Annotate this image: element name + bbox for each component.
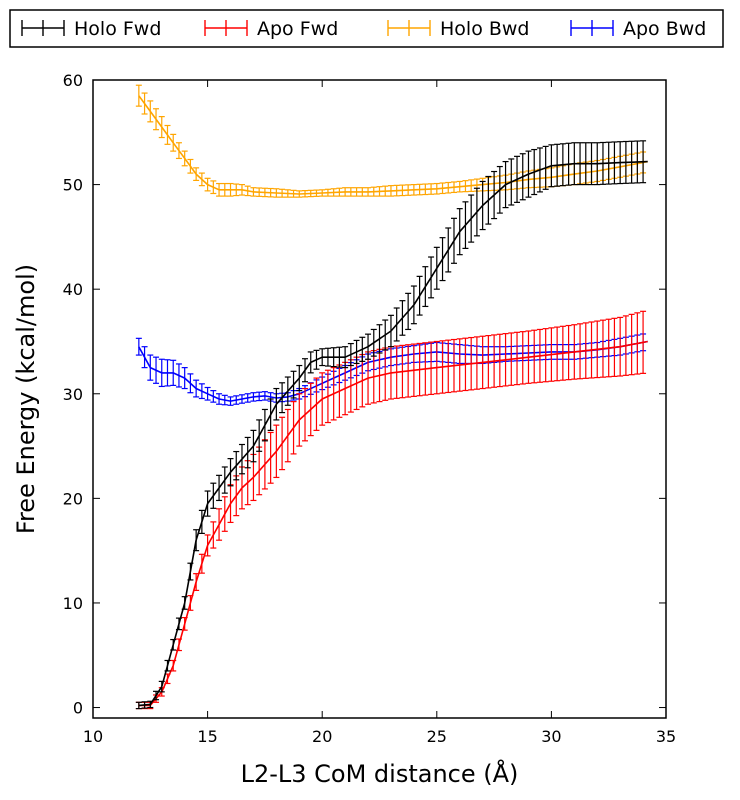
x-tick-label: 10 (83, 727, 103, 746)
y-tick-label: 10 (63, 594, 83, 613)
series-apo-bwd (135, 333, 648, 406)
y-axis-label: Free Energy (kcal/mol) (12, 264, 40, 534)
legend-label: Apo Bwd (623, 18, 706, 40)
legend-entry-holo-fwd: Holo Fwd (21, 18, 161, 40)
y-tick-label: 0 (73, 699, 83, 718)
y-tick-label: 60 (63, 71, 83, 90)
series-line (138, 340, 648, 402)
legend-entry-apo-bwd: Apo Bwd (570, 18, 706, 40)
legend-entry-holo-bwd: Holo Bwd (387, 18, 530, 40)
series-holo-bwd (135, 84, 648, 198)
y-tick-label: 30 (63, 385, 83, 404)
legend-label: Apo Fwd (257, 18, 338, 40)
legend: Holo Fwd Apo Fwd Holo Bwd Apo Bwd (9, 9, 724, 48)
plot-frame (92, 79, 667, 719)
series-apo-fwd (135, 310, 648, 710)
x-tick-label: 15 (197, 727, 217, 746)
legend-entry-apo-fwd: Apo Fwd (204, 18, 338, 40)
y-tick-label: 40 (63, 280, 83, 299)
legend-label: Holo Fwd (74, 18, 161, 40)
y-tick-label: 20 (63, 489, 83, 508)
series-line (138, 95, 648, 195)
series-holo-fwd (135, 140, 648, 710)
y-tick-label: 50 (63, 176, 83, 195)
series-layer (135, 84, 648, 710)
x-tick-label: 35 (656, 727, 676, 746)
legend-label: Holo Bwd (440, 18, 530, 40)
x-tick-label: 25 (427, 727, 447, 746)
x-tick-label: 30 (541, 727, 561, 746)
series-line (138, 340, 648, 707)
x-axis-label: L2-L3 CoM distance (Å) (241, 759, 519, 788)
x-tick-label: 20 (312, 727, 332, 746)
series-line (138, 160, 648, 707)
